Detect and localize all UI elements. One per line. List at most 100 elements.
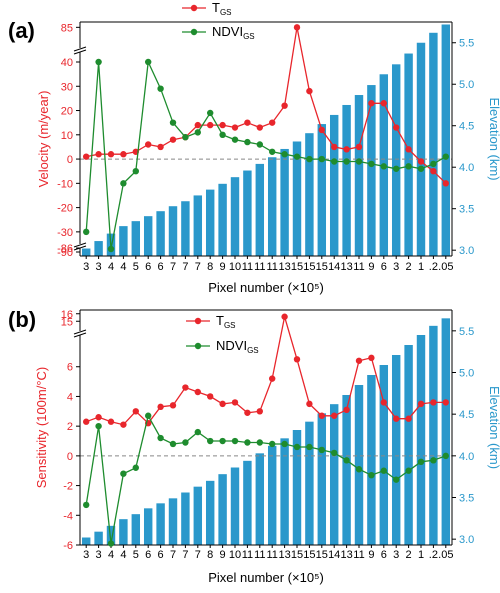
x-tick-label: 7 <box>195 549 201 561</box>
x-tick-label: 13 <box>340 261 352 273</box>
elevation-bar <box>81 248 91 256</box>
ndvi-data-point <box>417 458 425 466</box>
tgs-data-point <box>95 414 102 421</box>
ndvi-data-point <box>318 446 325 454</box>
x-axis-title: Pixel number (×10⁵) <box>208 280 324 295</box>
elevation-bar <box>243 170 252 256</box>
elevation-bar <box>416 42 426 256</box>
left-axis-title: Sensitivity (100m/°C) <box>34 367 49 489</box>
ndvi-data-point <box>207 109 214 117</box>
x-tick-label: 7 <box>170 261 176 273</box>
ndvi-data-point <box>95 58 102 66</box>
tgs-data-point <box>380 399 387 406</box>
tgs-data-point <box>306 87 313 95</box>
ndvi-data-point <box>269 440 276 448</box>
x-tick-label: 4 <box>108 549 114 561</box>
left-tick-label: -10 <box>57 178 73 190</box>
x-tick-label: 11 <box>353 549 364 561</box>
elevation-bar <box>143 216 153 256</box>
right-tick-label: 5.5 <box>459 326 474 338</box>
elevation-bar <box>391 64 401 256</box>
right-tick-label: 3.5 <box>459 204 474 216</box>
tgs-data-point <box>355 143 363 151</box>
right-tick-label: 4.0 <box>459 451 474 463</box>
x-tick-label: 15 <box>303 261 315 273</box>
tgs-data-point <box>269 119 276 126</box>
ndvi-series-line <box>85 59 447 250</box>
legend-marker-swatch <box>190 28 198 36</box>
tgs-data-point <box>157 143 164 151</box>
tgs-data-point <box>269 375 276 382</box>
axis-break-mark <box>73 46 87 52</box>
elevation-bar <box>354 385 364 545</box>
tgs-data-point <box>380 100 387 107</box>
tgs-data-point <box>442 180 449 187</box>
x-tick-label: 14 <box>328 549 340 561</box>
elevation-bar <box>441 318 451 545</box>
x-tick-label: 10 <box>229 261 241 273</box>
x-tick-label: 11 <box>353 261 364 273</box>
elevation-bar <box>342 395 351 545</box>
ndvi-data-point <box>355 466 363 473</box>
x-tick-label: 9 <box>220 261 226 273</box>
ndvi-data-point <box>256 141 263 148</box>
tgs-data-point <box>219 400 226 408</box>
elevation-bar <box>168 498 178 545</box>
x-tick-label: 4 <box>120 549 126 561</box>
tgs-data-point <box>231 124 239 131</box>
ndvi-data-point <box>331 449 338 457</box>
tgs-data-point <box>244 409 251 416</box>
tgs-data-point <box>169 136 177 143</box>
elevation-bar <box>267 445 277 545</box>
tgs-data-point <box>207 121 214 129</box>
panel-label: (b) <box>8 307 36 332</box>
tgs-data-point <box>343 146 350 153</box>
elevation-bar <box>156 503 165 545</box>
elevation-bar <box>280 438 289 545</box>
tgs-data-point <box>405 415 412 422</box>
ndvi-data-point <box>95 422 102 430</box>
x-tick-label: 3 <box>83 549 89 561</box>
ndvi-data-point <box>107 245 115 253</box>
tgs-data-point <box>95 151 102 158</box>
left-tick-label: 4 <box>67 391 73 403</box>
x-tick-label: 6 <box>158 261 164 273</box>
elevation-bar <box>292 141 302 256</box>
ndvi-data-point <box>306 443 313 451</box>
tgs-data-point <box>83 153 90 160</box>
x-tick-label: 6 <box>145 549 151 561</box>
ndvi-data-point <box>244 138 251 146</box>
elevation-bar <box>280 148 289 256</box>
elevation-bar <box>205 189 215 256</box>
elevation-bar <box>181 492 190 545</box>
elevation-bar <box>94 241 103 256</box>
ndvi-data-point <box>207 437 214 445</box>
legend-label: NDVIGS <box>212 24 255 41</box>
axis-break-gap <box>74 48 86 52</box>
x-tick-label: 7 <box>170 549 176 561</box>
tgs-data-point <box>132 408 139 415</box>
x-tick-label: 5 <box>133 549 139 561</box>
elevation-bar <box>342 104 351 256</box>
elevation-bar <box>354 95 364 257</box>
x-tick-label: 9 <box>368 261 374 273</box>
x-tick-label: 9 <box>368 549 374 561</box>
left-tick-label: 30 <box>61 81 73 93</box>
x-tick-label: 8 <box>207 549 213 561</box>
x-tick-label: 15 <box>316 549 328 561</box>
left-tick-label: -2 <box>63 481 73 493</box>
tgs-data-point <box>417 400 425 408</box>
x-tick-label: 11 <box>254 549 265 561</box>
elevation-bar <box>131 221 141 256</box>
elevation-bar <box>193 486 203 545</box>
tgs-data-point <box>393 124 400 131</box>
x-tick-label: 15 <box>316 261 328 273</box>
ndvi-data-point <box>182 134 189 141</box>
x-tick-label: 6 <box>381 549 387 561</box>
tgs-data-point <box>281 313 288 320</box>
elevation-bar <box>243 460 252 545</box>
elevation-bar <box>317 413 327 545</box>
tgs-data-point <box>393 415 400 422</box>
tgs-data-point <box>256 124 263 131</box>
